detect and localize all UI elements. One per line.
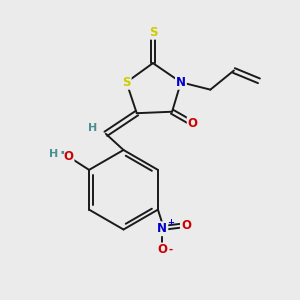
Text: H: H (49, 149, 58, 159)
Text: S: S (122, 76, 131, 89)
Text: -: - (169, 245, 173, 255)
Text: N: N (176, 76, 186, 89)
Text: O: O (181, 219, 191, 232)
Text: N: N (157, 222, 167, 235)
Text: H: H (88, 123, 97, 133)
Text: +: + (167, 218, 174, 227)
Text: O: O (157, 244, 167, 256)
Text: O: O (64, 150, 74, 163)
Text: ·: · (59, 146, 65, 161)
Text: S: S (149, 26, 157, 39)
Text: O: O (188, 117, 198, 130)
